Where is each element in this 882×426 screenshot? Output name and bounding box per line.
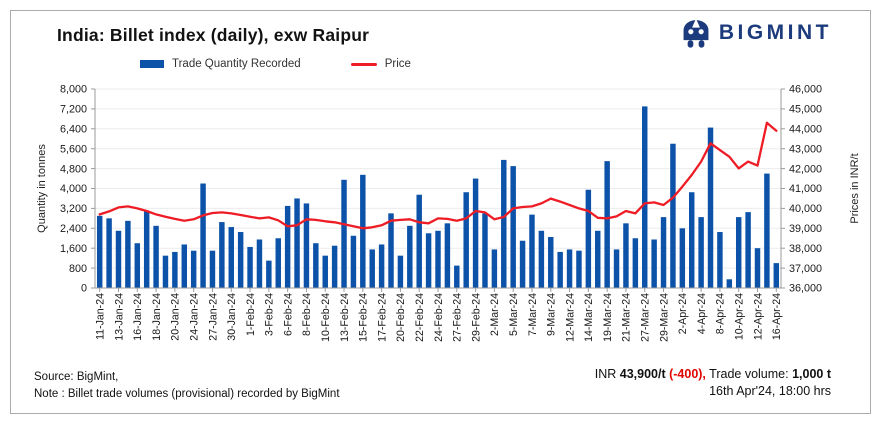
note-line: Note : Billet trade volumes (provisional… [34, 387, 340, 400]
svg-text:15-Feb-24: 15-Feb-24 [358, 293, 370, 342]
bar-swatch-icon [140, 60, 164, 68]
svg-text:4-Apr-24: 4-Apr-24 [696, 293, 708, 334]
svg-text:29-Feb-24: 29-Feb-24 [470, 293, 482, 342]
svg-text:0: 0 [81, 283, 87, 295]
svg-text:24-Jan-24: 24-Jan-24 [188, 293, 200, 341]
svg-text:30-Jan-24: 30-Jan-24 [226, 293, 238, 341]
svg-text:16-Apr-24: 16-Apr-24 [771, 293, 783, 340]
svg-text:1,600: 1,600 [60, 243, 87, 255]
svg-text:16-Jan-24: 16-Jan-24 [132, 293, 144, 341]
svg-text:9-Mar-24: 9-Mar-24 [546, 293, 558, 336]
svg-text:8,000: 8,000 [60, 84, 87, 96]
svg-text:17-Feb-24: 17-Feb-24 [376, 293, 388, 342]
svg-text:11-Jan-24: 11-Jan-24 [94, 293, 106, 340]
svg-text:6-Feb-24: 6-Feb-24 [282, 293, 294, 336]
bigmint-logo: BIGMINT [680, 16, 832, 50]
svg-text:40,000: 40,000 [789, 203, 822, 215]
svg-text:8-Feb-24: 8-Feb-24 [301, 293, 313, 336]
svg-text:41,000: 41,000 [789, 183, 822, 195]
legend-quantity-label: Trade Quantity Recorded [172, 58, 301, 70]
source-note: Source: BigMint, Note : Billet trade vol… [34, 369, 340, 402]
svg-text:20-Feb-24: 20-Feb-24 [395, 293, 407, 342]
svg-text:3-Feb-24: 3-Feb-24 [264, 293, 276, 336]
line-swatch-icon [350, 62, 377, 66]
svg-text:24-Feb-24: 24-Feb-24 [433, 293, 445, 342]
svg-text:4,000: 4,000 [60, 183, 87, 195]
svg-text:22-Feb-24: 22-Feb-24 [414, 293, 426, 342]
svg-text:43,000: 43,000 [789, 143, 822, 155]
chart-legend: Trade Quantity Recorded Price [140, 58, 411, 70]
source-line: Source: BigMint, [34, 371, 119, 383]
svg-text:2,400: 2,400 [60, 223, 87, 235]
card-border [10, 10, 871, 414]
svg-text:36,000: 36,000 [789, 283, 822, 295]
x-axis-labels: 11-Jan-24 13-Jan-24 16-Jan-24 18-Jan-24 20-J… [94, 288, 783, 342]
svg-text:42,000: 42,000 [789, 163, 822, 175]
svg-text:5-Mar-24: 5-Mar-24 [508, 293, 520, 336]
svg-text:27-Mar-24: 27-Mar-24 [640, 293, 652, 342]
svg-text:20-Jan-24: 20-Jan-24 [170, 293, 182, 341]
svg-text:37,000: 37,000 [789, 263, 822, 275]
svg-text:38,000: 38,000 [789, 243, 822, 255]
volume-label: Trade volume: [705, 367, 793, 381]
legend-item-price: Price [350, 58, 411, 70]
svg-text:12-Apr-24: 12-Apr-24 [752, 293, 764, 340]
svg-text:19-Mar-24: 19-Mar-24 [602, 293, 614, 342]
price-line [98, 121, 778, 230]
svg-text:1-Feb-24: 1-Feb-24 [245, 293, 257, 336]
page-title: India: Billet index (daily), exw Raipur [57, 25, 370, 45]
svg-text:6,400: 6,400 [60, 124, 87, 136]
price-value: 43,900/t [619, 367, 670, 381]
quantity-bars [96, 106, 780, 289]
svg-text:18-Jan-24: 18-Jan-24 [151, 293, 163, 341]
svg-text:27-Feb-24: 27-Feb-24 [452, 293, 464, 342]
legend-item-quantity: Trade Quantity Recorded [140, 58, 301, 70]
svg-text:13-Jan-24: 13-Jan-24 [113, 293, 125, 341]
svg-text:800: 800 [69, 263, 87, 275]
svg-text:44,000: 44,000 [789, 124, 822, 136]
bigmint-logo-text: BIGMINT [718, 21, 832, 44]
svg-text:2-Mar-24: 2-Mar-24 [489, 293, 501, 336]
price-annotation-line1: INR 43,900/t (-400), Trade volume: 1,000… [595, 366, 831, 383]
price-annotation-timestamp: 16th Apr'24, 18:00 hrs [709, 383, 831, 398]
svg-text:7,200: 7,200 [60, 104, 87, 116]
svg-text:10-Feb-24: 10-Feb-24 [320, 293, 332, 342]
price-change: (-400), [669, 367, 706, 381]
price-prefix: INR [594, 367, 620, 381]
svg-text:27-Jan-24: 27-Jan-24 [207, 293, 219, 341]
volume-value: 1,000 t [792, 367, 831, 381]
svg-text:10-Apr-24: 10-Apr-24 [734, 293, 746, 340]
svg-text:Quantity in tonnes: Quantity in tonnes [36, 144, 48, 233]
bigmint-owl-icon [683, 18, 709, 48]
svg-text:12-Mar-24: 12-Mar-24 [564, 293, 576, 342]
svg-text:14-Mar-24: 14-Mar-24 [583, 293, 595, 342]
svg-text:46,000: 46,000 [789, 84, 822, 96]
svg-text:45,000: 45,000 [789, 104, 822, 116]
svg-text:Prices in INR/t: Prices in INR/t [849, 153, 861, 223]
svg-text:21-Mar-24: 21-Mar-24 [621, 293, 633, 342]
price-annotation: INR 43,900/t (-400), Trade volume: 1,000… [595, 366, 831, 400]
legend-price-label: Price [384, 58, 411, 70]
left-axis-title: Quantity in tonnes [36, 144, 48, 233]
svg-text:29-Mar-24: 29-Mar-24 [658, 293, 670, 342]
svg-text:4,800: 4,800 [60, 163, 87, 175]
svg-text:3,200: 3,200 [60, 203, 87, 215]
right-axis-title: Prices in INR/t [849, 153, 861, 223]
svg-text:13-Feb-24: 13-Feb-24 [339, 293, 351, 342]
svg-text:39,000: 39,000 [789, 223, 822, 235]
svg-text:2-Apr-24: 2-Apr-24 [677, 293, 689, 334]
svg-text:8-Apr-24: 8-Apr-24 [715, 293, 727, 334]
svg-text:7-Mar-24: 7-Mar-24 [527, 293, 539, 336]
svg-text:5,600: 5,600 [60, 143, 87, 155]
